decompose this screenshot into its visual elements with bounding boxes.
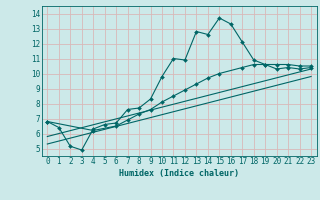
X-axis label: Humidex (Indice chaleur): Humidex (Indice chaleur) (119, 169, 239, 178)
